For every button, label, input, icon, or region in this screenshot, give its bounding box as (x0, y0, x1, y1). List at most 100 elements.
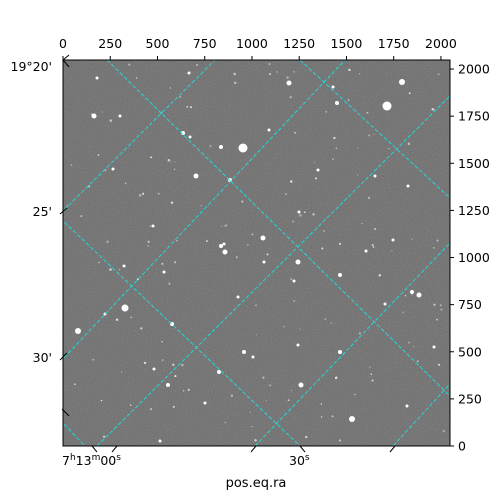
faint-star (339, 242, 342, 245)
faint-star (370, 373, 373, 376)
faint-star (408, 341, 411, 344)
faint-star (293, 131, 297, 134)
faint-star (378, 274, 382, 277)
star (373, 174, 377, 178)
star (399, 79, 405, 85)
star (219, 145, 223, 149)
faint-star (168, 282, 171, 285)
faint-star (161, 340, 163, 343)
star (122, 264, 126, 268)
star (166, 383, 170, 387)
faint-star (433, 303, 436, 306)
faint-star (200, 205, 202, 207)
faint-star (313, 161, 316, 164)
star (118, 114, 122, 118)
star (406, 184, 410, 188)
faint-star (138, 194, 142, 197)
star (91, 113, 97, 119)
faint-star (432, 247, 435, 249)
faint-star (431, 108, 434, 111)
ra-tick-mark (91, 445, 396, 453)
faint-star (324, 318, 326, 320)
right-axis-tick-label: 750 (458, 297, 482, 312)
star (158, 439, 162, 443)
faint-star (358, 332, 361, 335)
faint-star (333, 136, 336, 140)
faint-star (97, 154, 100, 156)
faint-star (347, 99, 350, 101)
faint-star (369, 366, 371, 369)
star (338, 273, 342, 277)
faint-star (368, 134, 371, 137)
right-pixel-axis: 0 250 500 750 1000 1250 1500 1750 2000 (450, 62, 490, 454)
faint-star (149, 225, 151, 227)
faint-star (262, 376, 265, 379)
faint-star (286, 76, 289, 79)
top-axis-tick-label: 1750 (378, 36, 410, 51)
ra-tick-label-second: 30s (289, 453, 310, 468)
sky-image (62, 59, 451, 447)
star (152, 367, 156, 371)
faint-star (287, 399, 290, 402)
faint-star (98, 261, 100, 264)
faint-star (439, 304, 442, 307)
faint-star (335, 147, 338, 150)
star (219, 244, 223, 248)
star (187, 71, 191, 75)
faint-star (109, 119, 113, 122)
top-axis-tick-label: 1500 (331, 36, 363, 51)
star (238, 143, 248, 153)
star (298, 382, 304, 388)
grid-line (96, 95, 450, 446)
top-axis-tick-label: 1000 (236, 36, 268, 51)
faint-star (312, 213, 315, 216)
faint-star (135, 77, 138, 79)
faint-star (371, 244, 374, 247)
faint-star (161, 262, 164, 265)
faint-star (269, 384, 272, 387)
faint-star (402, 311, 405, 314)
dec-tick-mark (59, 54, 70, 417)
star (193, 173, 199, 179)
star (162, 270, 166, 274)
faint-star (289, 96, 292, 99)
faint-star (102, 435, 106, 438)
star (432, 345, 436, 349)
faint-star (372, 133, 374, 135)
faint-star (174, 161, 176, 163)
faint-star (437, 73, 440, 76)
star (391, 238, 395, 242)
star (364, 249, 368, 253)
faint-star (331, 415, 334, 418)
faint-star (66, 205, 69, 207)
grid-line (63, 60, 346, 360)
top-axis-tick-label: 1250 (283, 36, 315, 51)
faint-star (91, 113, 93, 115)
faint-star (205, 240, 208, 243)
star (297, 210, 301, 214)
faint-star (320, 415, 323, 418)
faint-star (407, 142, 411, 146)
star (416, 292, 422, 298)
star (188, 135, 192, 139)
faint-star (304, 211, 306, 214)
faint-star (176, 240, 178, 242)
faint-star (142, 192, 145, 195)
faint-star (368, 196, 371, 199)
faint-star (147, 245, 149, 247)
star (121, 304, 129, 312)
grid-line (254, 242, 450, 446)
ra-axis-label: pos.eq.ra (226, 476, 287, 491)
star (222, 242, 226, 246)
ra-axis: 7h13m00s 30s pos.eq.ra (62, 445, 396, 491)
faint-star (293, 300, 296, 303)
faint-star (249, 411, 251, 413)
faint-star (149, 407, 153, 411)
grid-line (106, 60, 450, 397)
faint-star (354, 393, 356, 396)
star (338, 350, 342, 354)
faint-star (172, 405, 175, 408)
faint-star (417, 360, 419, 362)
faint-star (285, 193, 287, 195)
grid-line (63, 220, 301, 446)
